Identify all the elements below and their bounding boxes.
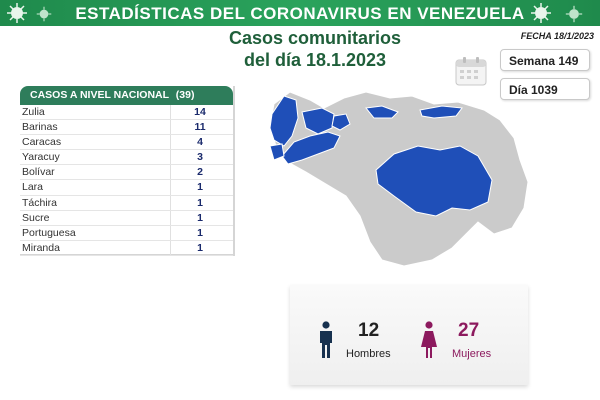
state-name: Yaracuy bbox=[22, 151, 60, 164]
virus-icon bbox=[565, 5, 583, 23]
virus-icon bbox=[6, 2, 28, 24]
map-state-lara bbox=[301, 107, 335, 135]
table-row: Sucre 1 bbox=[20, 210, 233, 226]
table-row: Portuguesa 1 bbox=[20, 225, 233, 241]
state-name: Caracas bbox=[22, 136, 62, 149]
men-label: Hombres bbox=[346, 348, 391, 360]
table-row: Táchira 1 bbox=[20, 195, 233, 211]
page-title: ESTADÍSTICAS DEL CORONAVIRUS EN VENEZUEL… bbox=[75, 4, 525, 23]
map-state-sucre bbox=[419, 105, 463, 119]
state-name: Táchira bbox=[22, 196, 58, 209]
report-date: FECHA 18/1/2023 bbox=[520, 31, 594, 41]
subtitle-line-1: Casos comunitarios bbox=[228, 28, 402, 48]
table-header: CASOS A NIVEL NACIONAL (39) bbox=[20, 86, 233, 105]
subtitle-line-2: del día 18.1.2023 bbox=[243, 50, 387, 70]
state-name: Lara bbox=[22, 181, 44, 194]
week-badge: Semana 149 bbox=[500, 49, 590, 71]
case-count: 2 bbox=[197, 166, 203, 179]
state-name: Barinas bbox=[22, 121, 58, 134]
state-name: Portuguesa bbox=[22, 226, 76, 239]
gender-panel: 12 Hombres 27 Mujeres bbox=[290, 285, 528, 385]
case-count: 4 bbox=[197, 136, 203, 149]
table-total: (39) bbox=[175, 89, 195, 101]
table-row: Yaracuy 3 bbox=[20, 150, 233, 166]
state-name: Zulia bbox=[22, 106, 45, 118]
table-row: Miranda 1 bbox=[20, 240, 233, 256]
calendar-icon bbox=[455, 56, 487, 91]
case-count: 11 bbox=[194, 121, 206, 134]
women-count: 27 bbox=[458, 320, 480, 341]
virus-icon bbox=[36, 6, 52, 22]
case-count: 14 bbox=[194, 106, 206, 118]
table-row: Bolívar 2 bbox=[20, 165, 233, 181]
case-count: 1 bbox=[197, 211, 203, 224]
case-count: 1 bbox=[197, 181, 203, 194]
table-row: Barinas 11 bbox=[20, 120, 233, 136]
map-state-tachira bbox=[269, 143, 285, 161]
header-banner: ESTADÍSTICAS DEL CORONAVIRUS EN VENEZUEL… bbox=[0, 0, 600, 26]
man-icon bbox=[318, 321, 334, 364]
case-count: 1 bbox=[197, 226, 203, 239]
table-row: Zulia 14 bbox=[20, 105, 233, 121]
venezuela-map bbox=[262, 84, 542, 274]
table-row: Caracas 4 bbox=[20, 135, 233, 151]
woman-icon bbox=[420, 321, 438, 364]
day-badge: Día 1039 bbox=[500, 78, 590, 100]
men-count: 12 bbox=[358, 320, 380, 341]
case-count: 1 bbox=[197, 196, 203, 209]
state-name: Miranda bbox=[22, 241, 60, 254]
state-name: Sucre bbox=[22, 211, 50, 224]
map-state-zulia bbox=[269, 95, 299, 147]
state-name: Bolívar bbox=[22, 166, 55, 179]
case-count: 1 bbox=[197, 241, 203, 254]
report-subtitle: Casos comunitarios del día 18.1.2023 bbox=[200, 27, 430, 71]
map-state-miranda bbox=[365, 105, 399, 119]
table-row: Lara 1 bbox=[20, 180, 233, 196]
map-state-yaracuy bbox=[331, 113, 351, 131]
map-state-bolivar bbox=[375, 145, 493, 217]
women-label: Mujeres bbox=[452, 348, 492, 360]
table-header-label: CASOS A NIVEL NACIONAL bbox=[30, 89, 169, 101]
cases-table: CASOS A NIVEL NACIONAL (39) Zulia 14 Bari… bbox=[20, 86, 235, 256]
virus-icon bbox=[530, 2, 552, 24]
map-state-barinas bbox=[281, 131, 341, 165]
case-count: 3 bbox=[197, 151, 203, 164]
